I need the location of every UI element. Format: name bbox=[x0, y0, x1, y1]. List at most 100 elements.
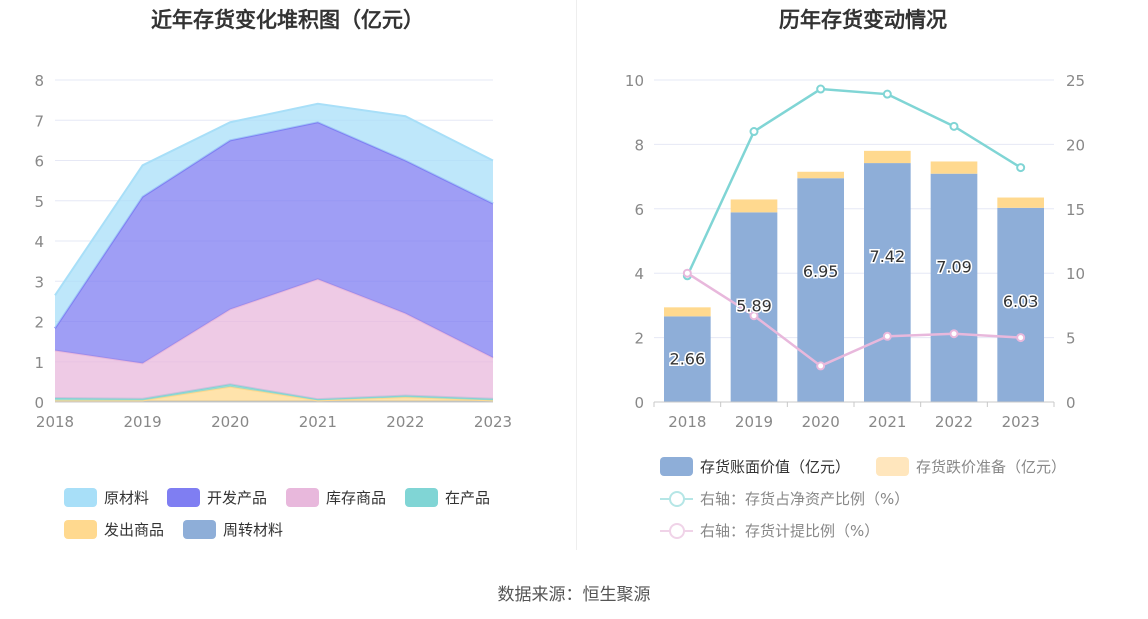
bar-book-value bbox=[864, 163, 911, 402]
x-tick-label: 2022 bbox=[935, 413, 973, 431]
bar-impairment-reserve bbox=[997, 197, 1044, 208]
legend-label: 在产品 bbox=[445, 489, 491, 507]
bar-impairment-reserve bbox=[797, 171, 844, 179]
y-left-tick-label: 10 bbox=[625, 72, 644, 90]
left-chart-title: 近年存货变化堆积图（亿元） bbox=[151, 8, 424, 32]
data-source: 数据来源：恒生聚源 bbox=[497, 585, 651, 605]
legend-label: 库存商品 bbox=[326, 489, 387, 507]
legend-item-net-asset-ratio[interactable]: 右轴：存货占净资产比例（%） bbox=[660, 488, 909, 509]
legend-label: 开发产品 bbox=[207, 489, 268, 507]
legend-item-shipped-goods[interactable]: 发出商品 bbox=[64, 519, 164, 540]
stacked-area-chart: 0 1 2 3 4 5 6 7 8 2018 2019 2020 2021 2022 2023 bbox=[34, 72, 512, 431]
y-right-tick-label: 25 bbox=[1066, 72, 1085, 90]
area-series bbox=[55, 103, 493, 329]
legend-swatch bbox=[183, 520, 216, 539]
legend-label: 右轴：存货占净资产比例（%） bbox=[700, 490, 910, 508]
y-left-tick-label: 8 bbox=[634, 136, 644, 154]
x-tick-label: 2023 bbox=[474, 413, 512, 431]
x-tick-label: 2022 bbox=[386, 413, 424, 431]
y-tick-label: 0 bbox=[34, 394, 44, 412]
x-tick-label: 2020 bbox=[211, 413, 249, 431]
y-tick-label: 8 bbox=[34, 72, 44, 90]
x-tick-label: 2023 bbox=[1002, 413, 1040, 431]
line-point bbox=[749, 311, 759, 321]
y-tick-label: 3 bbox=[34, 273, 44, 291]
legend-item-work-in-progress[interactable]: 在产品 bbox=[405, 487, 490, 508]
legend-line-marker bbox=[660, 489, 693, 508]
x-tick-label: 2021 bbox=[299, 413, 337, 431]
legend-item-book-value[interactable]: 存货账面价值（亿元） bbox=[660, 456, 850, 477]
bar-book-value bbox=[997, 207, 1044, 402]
legend-label: 存货跌价准备（亿元） bbox=[916, 458, 1067, 476]
area-series bbox=[55, 122, 493, 364]
legend-item-impairment-reserve[interactable]: 存货跌价准备（亿元） bbox=[876, 456, 1066, 477]
line-series bbox=[686, 272, 1021, 368]
bar-value-label: 5.89 bbox=[736, 296, 772, 315]
legend-line-marker bbox=[660, 521, 693, 540]
bar-book-value bbox=[664, 316, 711, 402]
y-left-tick-label: 0 bbox=[634, 394, 644, 412]
y-right-tick-label: 10 bbox=[1066, 265, 1085, 283]
legend-swatch bbox=[64, 488, 97, 507]
line-point bbox=[1016, 333, 1026, 343]
right-chart-panel: 历年存货变动情况 0 2 4 6 8 10 0 5 10 15 20 25 2018 2019 2020 20… bbox=[578, 0, 1148, 550]
y-right-tick-label: 5 bbox=[1066, 330, 1076, 348]
bar-book-value bbox=[930, 173, 978, 402]
bar-line-combo-chart: 0 2 4 6 8 10 0 5 10 15 20 25 2018 2019 2020 2021 2022 202… bbox=[625, 72, 1085, 431]
x-tick-label: 2019 bbox=[124, 413, 162, 431]
y-left-tick-label: 6 bbox=[634, 201, 644, 219]
left-chart-panel: 近年存货变化堆积图（亿元） 0 1 2 3 4 5 6 7 8 2018 2019 2020 2021 2… bbox=[0, 0, 575, 550]
legend-swatch bbox=[64, 520, 97, 539]
bar-value-label: 2.66 bbox=[670, 349, 706, 368]
y-tick-label: 7 bbox=[34, 112, 44, 130]
legend-label: 周转材料 bbox=[223, 521, 284, 539]
y-tick-label: 5 bbox=[34, 193, 44, 211]
x-tick-label: 2021 bbox=[868, 413, 906, 431]
y-tick-label: 2 bbox=[34, 314, 44, 332]
legend-swatch bbox=[286, 488, 319, 507]
y-right-tick-label: 20 bbox=[1066, 136, 1085, 154]
x-tick-label: 2020 bbox=[802, 413, 840, 431]
line-point bbox=[816, 361, 826, 371]
legend-item-developed-products[interactable]: 开发产品 bbox=[167, 487, 267, 508]
right-chart-title: 历年存货变动情况 bbox=[779, 8, 947, 32]
y-tick-label: 6 bbox=[34, 153, 44, 171]
y-right-tick-label: 15 bbox=[1066, 201, 1085, 219]
bar-impairment-reserve bbox=[864, 150, 911, 164]
legend-label: 发出商品 bbox=[104, 521, 165, 539]
line-point bbox=[1016, 163, 1026, 173]
legend-item-inventory-goods[interactable]: 库存商品 bbox=[286, 487, 386, 508]
legend-item-raw-materials[interactable]: 原材料 bbox=[64, 487, 149, 508]
legend-swatch bbox=[167, 488, 200, 507]
bar-impairment-reserve bbox=[930, 161, 978, 174]
line-series bbox=[686, 87, 1022, 277]
panel-divider bbox=[576, 0, 577, 550]
bar-value-label: 6.95 bbox=[803, 262, 839, 281]
legend-swatch bbox=[660, 457, 693, 476]
y-tick-label: 1 bbox=[34, 354, 44, 372]
bar-value-label: 7.42 bbox=[870, 247, 906, 266]
x-tick-label: 2018 bbox=[36, 413, 74, 431]
y-right-tick-label: 0 bbox=[1066, 394, 1076, 412]
line-point bbox=[882, 89, 892, 99]
y-left-tick-label: 2 bbox=[634, 330, 644, 348]
bar-value-label: 7.09 bbox=[936, 258, 972, 277]
line-point bbox=[816, 84, 826, 94]
legend-item-provision-ratio[interactable]: 右轴：存货计提比例（%） bbox=[660, 520, 879, 541]
line-point bbox=[949, 329, 959, 339]
y-tick-label: 4 bbox=[34, 233, 44, 251]
bar-impairment-reserve bbox=[730, 199, 778, 213]
y-left-tick-label: 4 bbox=[634, 265, 644, 283]
legend-label: 存货账面价值（亿元） bbox=[700, 458, 851, 476]
bar-value-label: 6.03 bbox=[1003, 292, 1039, 311]
legend-item-turnover-materials[interactable]: 周转材料 bbox=[183, 519, 283, 540]
bar-impairment-reserve bbox=[664, 307, 711, 317]
legend-swatch bbox=[405, 488, 438, 507]
legend-swatch bbox=[876, 457, 909, 476]
x-tick-label: 2018 bbox=[668, 413, 706, 431]
legend-label: 右轴：存货计提比例（%） bbox=[700, 522, 880, 540]
area-series bbox=[55, 279, 493, 400]
x-tick-label: 2019 bbox=[735, 413, 773, 431]
area-series-edge bbox=[54, 102, 494, 296]
line-point bbox=[749, 127, 759, 137]
